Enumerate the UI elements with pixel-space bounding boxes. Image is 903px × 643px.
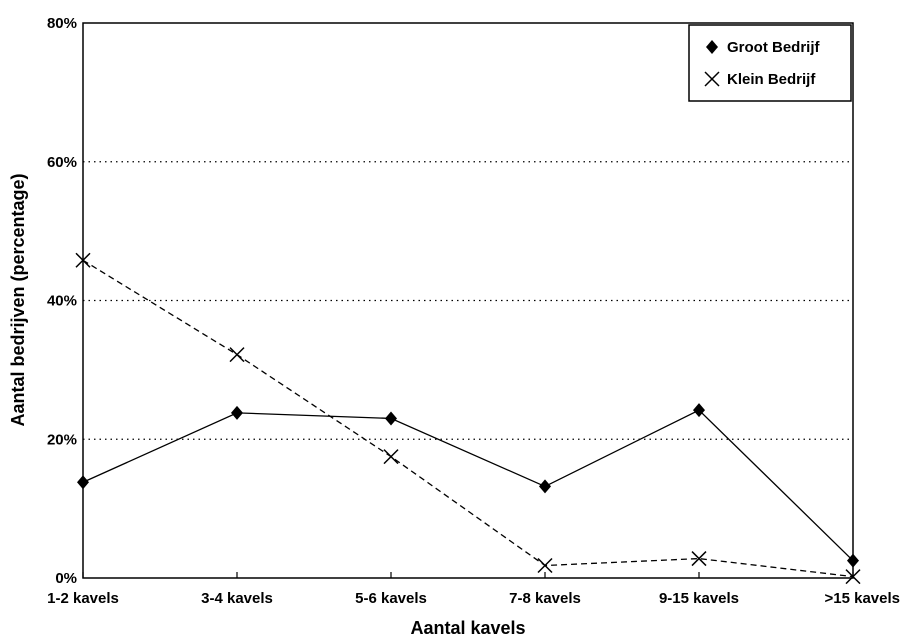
series-group [75,252,861,585]
point-klein [383,449,399,465]
gridlines [83,161,853,440]
point-groot [693,403,705,418]
y-axis-title: Aantal bedrijven (percentage) [8,173,28,426]
plot-frame [82,22,854,579]
x-axis-title: Aantal kavels [410,618,525,638]
x-axis-ticks: 1-2 kavels 3-4 kavels 5-6 kavels 7-8 kavels… [47,572,900,607]
x-tick-label: 5-6 kavels [355,590,427,607]
y-axis-ticks: 0% 20% 40% 60% 80% [47,15,77,587]
point-klein [845,569,861,585]
y-tick-label: 60% [47,154,77,171]
point-klein [75,252,91,268]
legend: Groot Bedrijf Klein Bedrijf [688,24,852,102]
point-groot [847,553,859,568]
y-tick-label: 40% [47,293,77,310]
point-groot [231,405,243,420]
point-groot [539,479,551,494]
x-tick-label: 3-4 kavels [201,590,273,607]
y-tick-label: 0% [55,570,77,587]
x-tick-label: 1-2 kavels [47,590,119,607]
point-klein [691,551,707,567]
legend-box [688,24,852,102]
point-klein [229,347,245,363]
point-klein [537,557,553,574]
legend-x-icon [704,71,720,87]
y-tick-label: 20% [47,431,77,448]
series-line-klein [82,259,854,578]
point-groot [77,475,89,490]
legend-diamond-icon [706,40,718,54]
point-groot [385,411,397,426]
legend-label-groot: Groot Bedrijf [727,39,821,56]
x-tick-label: 7-8 kavels [509,590,581,607]
x-tick-label: >15 kavels [825,590,901,607]
x-tick-label: 9-15 kavels [659,590,739,607]
series-line-groot [82,409,854,562]
y-tick-label: 80% [47,15,77,32]
legend-label-klein: Klein Bedrijf [727,71,816,88]
